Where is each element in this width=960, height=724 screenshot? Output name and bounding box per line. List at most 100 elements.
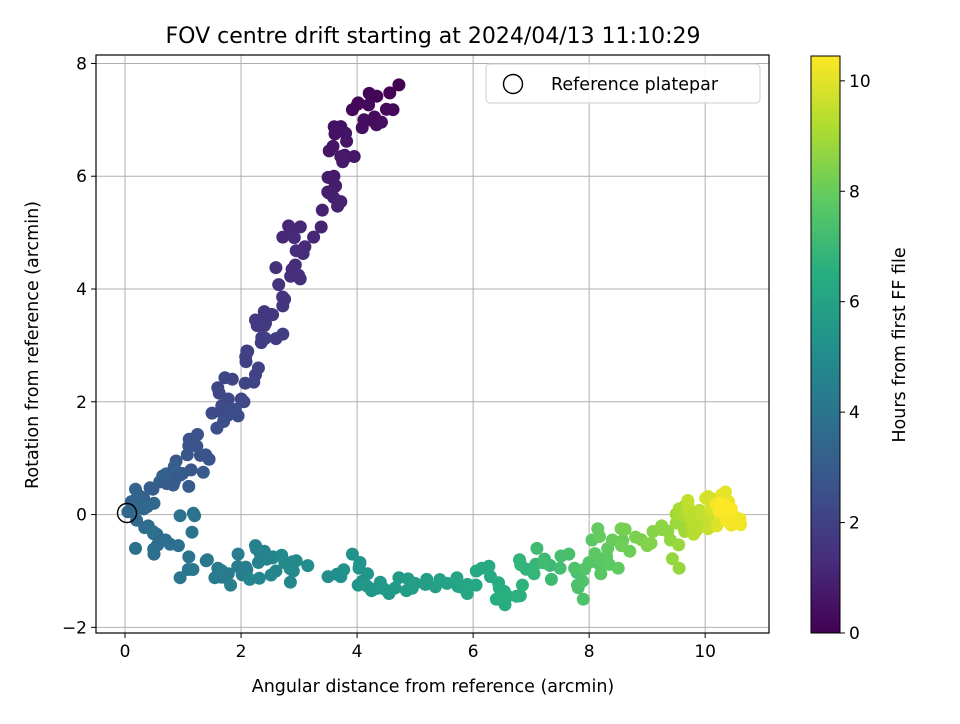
scatter-point bbox=[379, 102, 393, 116]
scatter-point bbox=[286, 564, 300, 578]
scatter-point bbox=[576, 592, 590, 606]
scatter-point bbox=[383, 86, 397, 100]
scatter-point bbox=[331, 199, 345, 213]
scatter-point bbox=[214, 564, 228, 577]
scatter-point bbox=[576, 574, 589, 588]
scatter-point bbox=[269, 261, 283, 275]
y-tick-label: −2 bbox=[62, 618, 87, 638]
scatter-point bbox=[672, 538, 686, 552]
y-tick-label: 2 bbox=[76, 393, 87, 413]
scatter-point bbox=[284, 269, 298, 283]
scatter-point bbox=[392, 78, 406, 92]
scatter-point bbox=[611, 561, 625, 575]
scatter-point bbox=[328, 127, 342, 141]
scatter-point bbox=[514, 558, 528, 572]
scatter-point bbox=[315, 203, 329, 217]
scatter-point bbox=[200, 553, 214, 567]
scatter-point bbox=[699, 491, 713, 505]
scatter-point bbox=[185, 525, 199, 539]
scatter-point bbox=[530, 541, 544, 555]
colorbar-tick-label: 4 bbox=[849, 403, 860, 423]
scatter-point bbox=[553, 561, 567, 575]
y-tick-label: 6 bbox=[76, 167, 87, 187]
scatter-point bbox=[283, 575, 297, 589]
scatter-point bbox=[173, 571, 187, 585]
scatter-point bbox=[173, 509, 187, 523]
scatter-point bbox=[345, 547, 359, 561]
scatter-point bbox=[307, 230, 321, 244]
scatter-point bbox=[254, 548, 267, 562]
scatter-point bbox=[129, 541, 142, 555]
scatter-point bbox=[202, 452, 216, 466]
scatter-point bbox=[594, 567, 608, 581]
scatter-point bbox=[196, 465, 210, 479]
plot-frame bbox=[95, 54, 770, 634]
scatter-point bbox=[322, 144, 336, 158]
scatter-point bbox=[239, 560, 253, 574]
scatter-point bbox=[362, 86, 376, 100]
scatter-point bbox=[289, 244, 303, 258]
colorbar-tick-label: 8 bbox=[849, 182, 860, 202]
scatter-point bbox=[672, 561, 686, 575]
scatter-point bbox=[408, 576, 422, 590]
colorbar-tick-label: 6 bbox=[849, 293, 860, 313]
scatter-point bbox=[513, 589, 527, 603]
x-axis-ticks: 0 2 4 6 8 10 bbox=[120, 633, 716, 662]
scatter-point bbox=[129, 482, 142, 496]
scatter-point bbox=[593, 530, 606, 543]
scatter-point bbox=[276, 230, 290, 244]
scatter-point bbox=[345, 103, 359, 117]
scatter-point bbox=[171, 539, 185, 553]
scatter-point bbox=[276, 299, 290, 313]
scatter-point bbox=[287, 231, 301, 245]
x-tick-label: 2 bbox=[236, 642, 247, 662]
scatter-point bbox=[272, 278, 286, 292]
colorbar-label: Hours from first FF file bbox=[890, 247, 910, 442]
scatter-point bbox=[724, 512, 738, 526]
scatter-point bbox=[210, 421, 224, 435]
scatter-point bbox=[218, 371, 232, 385]
scatter-point bbox=[258, 331, 272, 345]
scatter-point bbox=[321, 170, 335, 184]
scatter-point bbox=[440, 576, 454, 590]
scatter-point bbox=[238, 376, 252, 390]
grid-lines bbox=[96, 55, 769, 633]
scatter-point bbox=[166, 478, 180, 492]
scatter-point bbox=[336, 155, 350, 169]
scatter-point bbox=[147, 542, 161, 556]
scatter-point bbox=[140, 500, 154, 514]
scatter-point bbox=[588, 547, 602, 561]
scatter-point bbox=[243, 572, 257, 586]
scatter-point bbox=[568, 561, 582, 575]
scatter-point bbox=[264, 568, 278, 582]
scatter-point bbox=[301, 559, 315, 573]
scatter-point bbox=[418, 577, 432, 591]
colorbar-tick-label: 10 bbox=[849, 72, 871, 92]
chart-title: FOV centre drift starting at 2024/04/13 … bbox=[166, 24, 701, 49]
reference-platepar-marker bbox=[116, 502, 138, 524]
scatter-point bbox=[314, 220, 328, 234]
scatter-point bbox=[224, 578, 238, 592]
scatter-point bbox=[276, 327, 290, 341]
scatter-point bbox=[362, 98, 376, 112]
scatter-point bbox=[121, 505, 135, 519]
legend-entry-reference-platepar: Reference platepar bbox=[551, 75, 719, 95]
scatter-point bbox=[340, 134, 354, 148]
x-axis-label: Angular distance from reference (arcmin) bbox=[252, 677, 615, 697]
scatter-point bbox=[146, 482, 160, 496]
scatter-point bbox=[167, 460, 181, 474]
scatter-point bbox=[182, 479, 196, 493]
scatter-point bbox=[337, 563, 351, 577]
scatter-point bbox=[665, 552, 679, 566]
scatter-point bbox=[182, 550, 196, 564]
scatter-point bbox=[644, 536, 658, 550]
scatter-point bbox=[275, 548, 289, 562]
data-points bbox=[121, 78, 748, 612]
scatter-point bbox=[515, 578, 529, 592]
x-tick-label: 4 bbox=[352, 642, 363, 662]
scatter-point bbox=[544, 572, 558, 586]
scatter-point bbox=[257, 319, 271, 333]
x-tick-label: 8 bbox=[584, 642, 595, 662]
